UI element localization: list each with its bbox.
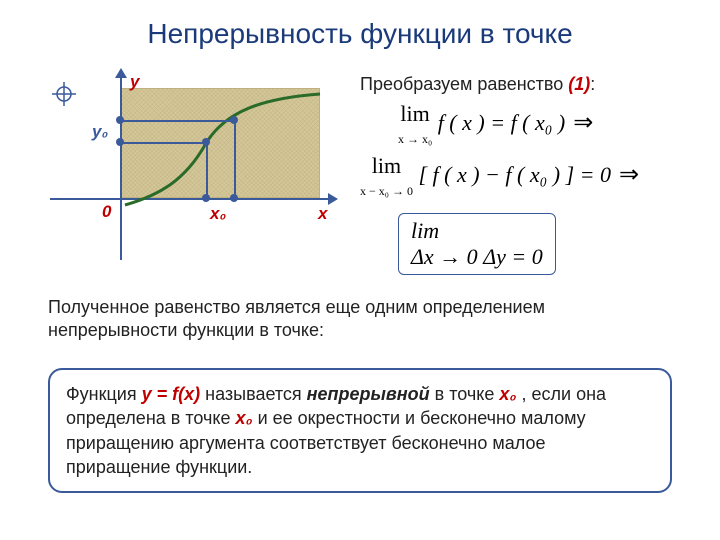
guide-h2 (120, 120, 234, 122)
label-y0: y₀ (92, 122, 108, 142)
graph: y x 0 x₀ y₀ (30, 70, 340, 270)
label-y: y (130, 72, 139, 92)
mid-text: Полученное равенство является еще одним … (48, 296, 668, 343)
dot-xb-axis (230, 194, 238, 202)
guide-h1 (120, 142, 206, 144)
intro-suffix: : (590, 74, 595, 94)
dot-xa-axis (202, 194, 210, 202)
intro-ref: (1) (568, 74, 590, 94)
page-title: Непрерывность функции в точке (0, 0, 720, 58)
guide-v1 (206, 142, 208, 198)
label-x0: x₀ (210, 204, 226, 224)
intro-text: Преобразуем равенство (1): (360, 74, 690, 95)
formula-2: limx − x₀ → 0 [ f ( x ) − f ( x₀ ) ] = 0… (360, 155, 690, 199)
function-curve (30, 70, 340, 270)
formula-1: limx → x₀ f ( x ) = f ( x₀ )⇒ (398, 103, 690, 147)
formula-3-box: limΔx → 0 Δy = 0 (398, 213, 556, 275)
guide-v2 (234, 120, 236, 198)
dot-xa-curve (202, 138, 210, 146)
label-zero: 0 (102, 202, 111, 222)
dot-ya-axis (116, 138, 124, 146)
dot-yb-axis (116, 116, 124, 124)
label-x: x (318, 204, 327, 224)
intro-prefix: Преобразуем равенство (360, 74, 568, 94)
dot-xb-curve (230, 116, 238, 124)
formula-block: Преобразуем равенство (1): limx → x₀ f (… (360, 74, 690, 275)
definition-box: Функция y = f(x) называется непрерывной … (48, 368, 672, 493)
